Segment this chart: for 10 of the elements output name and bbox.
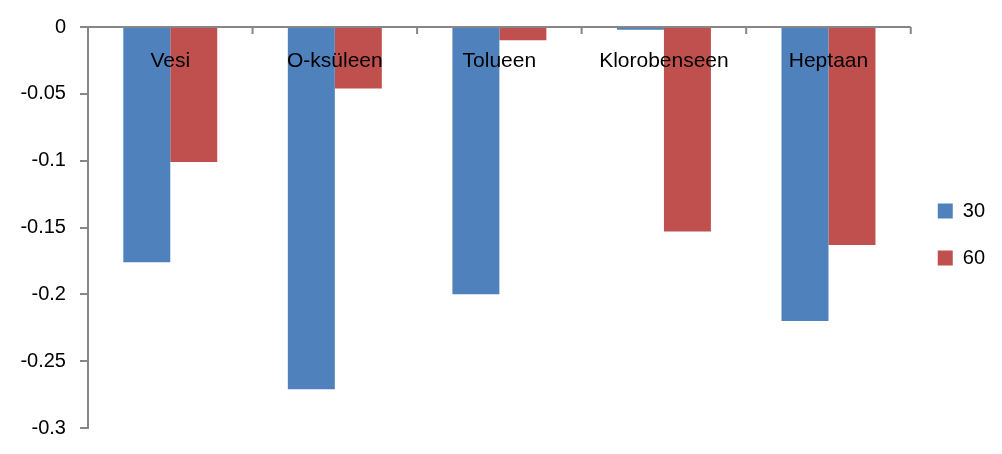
legend-label: 30 <box>962 198 985 221</box>
legend-label: 60 <box>962 245 985 268</box>
y-tick-label: -0.1 <box>31 148 66 171</box>
y-tick-label: -0.15 <box>20 215 66 238</box>
y-tick-label: -0.05 <box>20 81 66 104</box>
x-tick-label: O-ksüleen <box>286 47 383 71</box>
y-tick-label: -0.3 <box>31 415 66 438</box>
y-tick-label: -0.25 <box>20 348 66 371</box>
y-tick-label: -0.2 <box>31 281 66 304</box>
y-tick-label: 0 <box>54 14 66 37</box>
